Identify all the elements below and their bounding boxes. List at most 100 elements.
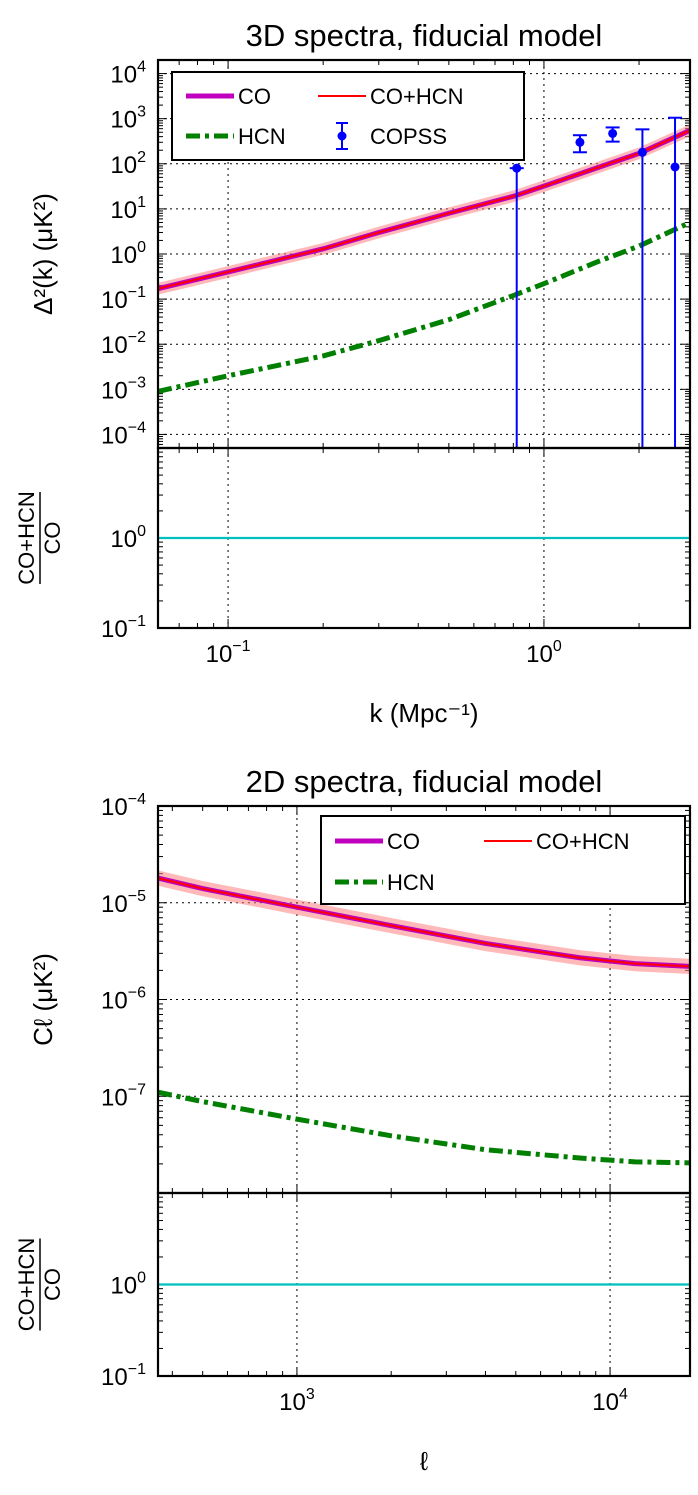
- chart2-ratio-frame: [156, 1191, 692, 1378]
- chart1-main-ytick-label-8-base: 10: [110, 62, 137, 89]
- chart1-main-ytick-label-1-base: 10: [101, 377, 128, 404]
- chart1-main-ytick-label-5-exp: 1: [137, 194, 146, 211]
- chart1-title: 3D spectra, fiducial model: [246, 18, 603, 53]
- chart1-main-ytick-label-7-base: 10: [110, 107, 137, 134]
- chart2-ratio-ylabel-group: CO+HCN CO: [14, 1238, 65, 1332]
- chart1-copss-marker-0: [512, 163, 522, 173]
- chart1-copss-point-4: [668, 116, 683, 448]
- chart1-main-ytick-label-3-base: 10: [101, 287, 128, 314]
- chart2-ratio-ytick-label-0: 10−1: [101, 1361, 146, 1391]
- chart1-ratio-ytick-label-0-exp: −1: [128, 613, 146, 630]
- chart2-legend-item-1: CO+HCN: [484, 829, 630, 854]
- chart2-title: 2D spectra, fiducial model: [246, 764, 603, 799]
- chart2-main-ytick-label-2-exp: −5: [128, 888, 146, 905]
- chart1-ratio-ytick-label-0: 10−1: [101, 613, 146, 643]
- chart2-legend-item-0: CO: [335, 829, 420, 854]
- chart1-ratio-frame: [156, 446, 692, 630]
- chart2-main-ytick-label-3-base: 10: [101, 794, 128, 821]
- chart1-copss-point-3: [635, 128, 650, 448]
- chart2-series-hcn-line: [158, 1089, 690, 1166]
- chart2-ratio-ytick-label-0-exp: −1: [128, 1361, 146, 1378]
- chart1-main-ytick-label-3: 10−1: [101, 284, 146, 314]
- chart2-main-ytick-label-0-exp: −7: [128, 1081, 146, 1098]
- chart2-ratio-ytick-label-1-base: 10: [110, 1273, 137, 1300]
- chart1-xtick-label-0-exp: −1: [232, 638, 250, 655]
- chart1-legend-label-3: COPSS: [370, 124, 447, 149]
- chart1-legend-box: [171, 71, 525, 161]
- chart1-main-ytick-label-2: 10−2: [101, 329, 146, 359]
- chart1-xtick-label-1-exp: 0: [553, 638, 562, 655]
- chart1-main-ytick-label-8: 104: [110, 59, 146, 89]
- chart1-main-ytick-label-1: 10−3: [101, 374, 146, 404]
- chart1-ratio-ytick-label-0-base: 10: [101, 616, 128, 643]
- chart1-ratio-ytick-label-1: 100: [110, 523, 146, 553]
- chart1-xtick-label-1: 100: [526, 638, 562, 668]
- chart1-main-ytick-label-0-base: 10: [101, 422, 128, 449]
- chart1-main-ytick-label-6-base: 10: [110, 152, 137, 179]
- chart1-main-ytick-label-4-exp: 0: [137, 239, 146, 256]
- chart1-main-ytick-label-6-exp: 2: [137, 149, 146, 166]
- chart1-xlabel: k (Mpc⁻¹): [369, 698, 478, 728]
- chart2-legend: CO CO+HCN HCN: [320, 815, 686, 905]
- chart1-main-ytick-label-6: 102: [110, 149, 146, 179]
- chart1-copss-point-0: [509, 163, 524, 448]
- chart2-main-ytick-label-0-base: 10: [101, 1084, 128, 1111]
- chart2-legend-box: [320, 815, 686, 905]
- chart1-main-plot: [158, 116, 690, 448]
- chart1-main-ytick-label-5: 101: [110, 194, 146, 224]
- chart1-ratio-ylabel-num: CO+HCN: [14, 491, 39, 585]
- chart2-series-co-hcn-line: [158, 877, 690, 968]
- chart2-main-ytick-label-0: 10−7: [101, 1081, 146, 1111]
- chart2-xtick-label-1: 104: [592, 1386, 628, 1416]
- chart1-main-ytick-label-4-base: 10: [110, 242, 137, 269]
- chart1-ratio-ylabel-den: CO: [40, 522, 65, 555]
- chart1-legend-label-1: CO+HCN: [370, 84, 464, 109]
- chart1-copss-point-2: [605, 126, 620, 143]
- chart1-main-ytick-label-0: 10−4: [101, 419, 146, 449]
- chart2-main-ytick-label-3-exp: −4: [128, 791, 146, 808]
- chart1-legend-item-2: HCN: [186, 124, 286, 149]
- chart1-main-ylabel: Δ²(k) (μK²): [28, 193, 58, 315]
- chart2-xtick-label-1-exp: 4: [619, 1386, 628, 1403]
- chart1-ratio-ytick-label-1-base: 10: [110, 526, 137, 553]
- chart1-copss-marker-1: [575, 137, 585, 147]
- chart2-legend-label-1: CO+HCN: [536, 829, 630, 854]
- chart2-main-ytick-label-1: 10−6: [101, 985, 146, 1015]
- chart1-legend-label-2: HCN: [238, 124, 286, 149]
- chart1-copss-marker-3: [637, 147, 647, 157]
- chart2-xtick-label-1-base: 10: [592, 1389, 619, 1416]
- chart1-main-ytick-label-1-exp: −3: [128, 374, 146, 391]
- chart1-copss-marker-4: [670, 162, 680, 172]
- chart1-legend-item-3: COPSS: [336, 122, 447, 150]
- chart1-ratio-ytick-label-1-exp: 0: [137, 523, 146, 540]
- chart2-main-ylabel-group: Cℓ (μK²): [28, 953, 58, 1046]
- chart1-legend: CO CO+HCN HCN COPSS: [171, 71, 525, 161]
- chart2-ratio-ylabel-den: CO: [40, 1268, 65, 1301]
- chart2-ratio-ylabel-num: CO+HCN: [14, 1238, 39, 1332]
- chart-2: 2D spectra, fiducial model10−710−610−510…: [14, 764, 692, 1476]
- chart1-main-ytick-label-2-base: 10: [101, 332, 128, 359]
- chart1-main-ytick-label-0-exp: −4: [128, 419, 146, 436]
- chart2-ratio-ytick-label-0-base: 10: [101, 1364, 128, 1391]
- chart1-series-co-hcn-band: [158, 124, 690, 295]
- chart2-xlabel: ℓ: [420, 1446, 429, 1476]
- chart1-xtick-label-0: 10−1: [206, 638, 251, 668]
- chart2-main-ytick-label-1-base: 10: [101, 988, 128, 1015]
- chart2-main-ytick-label-2: 10−5: [101, 888, 146, 918]
- chart2-legend-label-0: CO: [387, 829, 420, 854]
- chart2-xtick-label-0-base: 10: [279, 1389, 306, 1416]
- chart1-legend-label-0: CO: [238, 84, 271, 109]
- chart2-series-co-hcn-band: [158, 870, 690, 975]
- chart1-main-ylabel-group: Δ²(k) (μK²): [28, 193, 58, 315]
- chart2-legend-label-2: HCN: [387, 870, 435, 895]
- chart1-legend-eb-dot-3: [337, 131, 347, 141]
- chart2-xtick-label-0: 103: [279, 1386, 315, 1416]
- chart1-copss-marker-2: [608, 128, 618, 138]
- chart1-main-ytick-label-5-base: 10: [110, 197, 137, 224]
- chart2-xtick-label-0-exp: 3: [306, 1386, 315, 1403]
- chart1-legend-item-0: CO: [186, 84, 271, 109]
- chart1-main-ytick-label-8-exp: 4: [137, 59, 146, 76]
- chart1-series-hcn-line: [158, 220, 690, 394]
